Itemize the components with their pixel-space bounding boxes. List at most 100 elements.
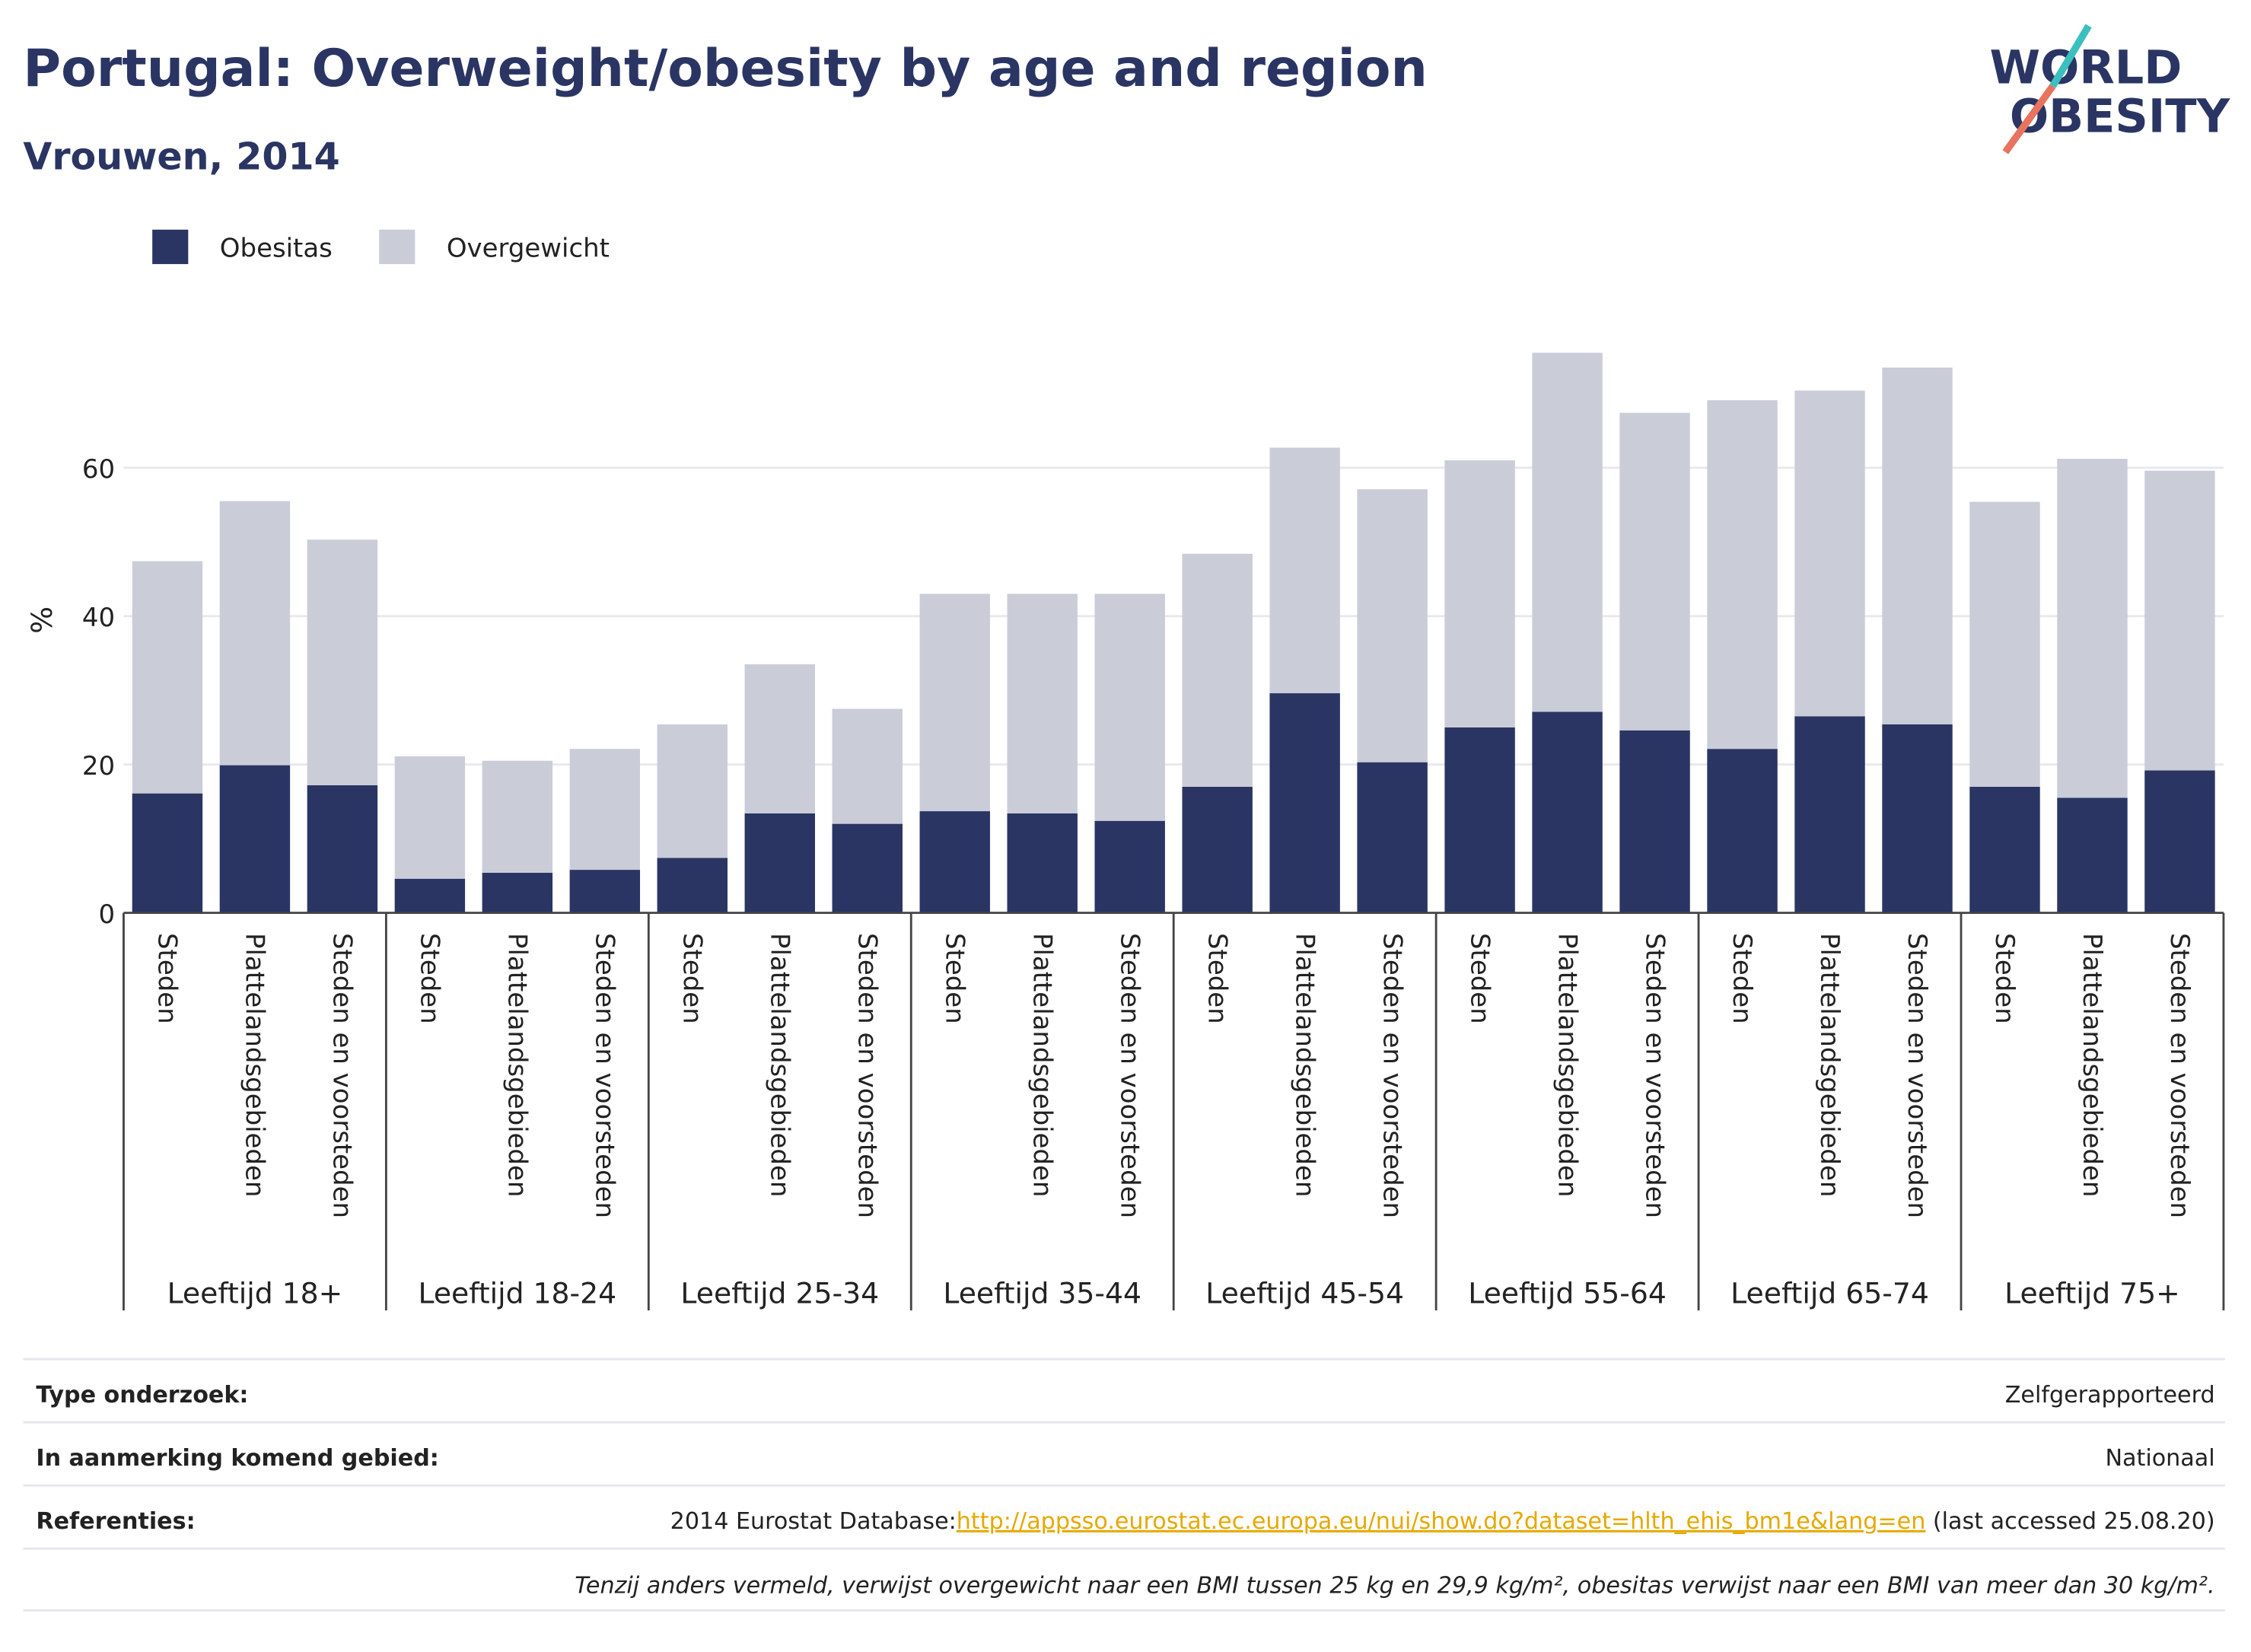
bar-segment — [1707, 749, 1778, 913]
legend-label: Overgewicht — [447, 234, 610, 264]
x-tick-label: Plattelandsgebieden — [1027, 933, 1057, 1197]
x-tick-label: Steden en voorsteden — [590, 933, 620, 1218]
bar-segment — [569, 870, 641, 913]
bar-segment — [1094, 820, 1165, 913]
bar-segment — [482, 760, 553, 873]
x-tick-label: Plattelandsgebieden — [240, 933, 270, 1197]
bar-segment — [919, 811, 990, 913]
group-label: Leeftijd 45-54 — [1205, 1277, 1404, 1310]
group-label: Leeftijd 35-44 — [943, 1277, 1141, 1310]
bar-segment — [1619, 730, 1690, 913]
bar-segment — [1532, 352, 1603, 712]
bar-segment — [482, 872, 553, 913]
bar-segment — [657, 724, 728, 858]
logo-text: WORLD — [1989, 41, 2182, 94]
bar-segment — [219, 765, 291, 913]
table-key: Type onderzoek: — [36, 1382, 248, 1408]
table-value-part: Zelfgerapporteerd — [2005, 1382, 2215, 1408]
group-label: Leeftijd 25-34 — [680, 1277, 879, 1310]
table-value-part: (last accessed 25.08.20) — [1925, 1508, 2214, 1535]
x-tick-label: Steden — [1464, 933, 1495, 1024]
bar-segment — [1969, 501, 2040, 787]
table-value: Nationaal — [2105, 1445, 2214, 1472]
logo-slash — [2049, 24, 2092, 88]
bar-segment — [1969, 786, 2040, 913]
link[interactable]: http://appsso.eurostat.ec.europa.eu/nui/… — [957, 1508, 1926, 1535]
bar-segment — [744, 664, 815, 813]
bar-segment — [1882, 368, 1953, 724]
bar-segment — [394, 756, 466, 879]
x-tick-label: Steden — [939, 933, 969, 1024]
table-value: Zelfgerapporteerd — [2005, 1382, 2215, 1408]
y-tick-label: 20 — [82, 751, 115, 781]
x-tick-label: Steden en voorsteden — [852, 933, 882, 1218]
legend-swatch — [379, 229, 415, 265]
bar-segment — [657, 858, 728, 913]
x-tick-label: Plattelandsgebieden — [1552, 933, 1582, 1197]
x-tick-label: Plattelandsgebieden — [2077, 933, 2107, 1197]
x-tick-label: Steden — [1989, 933, 2020, 1024]
legend-label: Obesitas — [220, 234, 333, 264]
logo-slash — [2002, 84, 2056, 154]
bar-segment — [1007, 594, 1078, 813]
bar-segment — [1182, 553, 1253, 787]
x-tick-label: Steden en voorsteden — [327, 933, 358, 1218]
x-tick-label: Steden en voorsteden — [1377, 933, 1407, 1218]
bar-segment — [744, 813, 815, 913]
bar-segment — [919, 594, 990, 812]
x-tick-label: Steden — [415, 933, 445, 1024]
x-tick-label: Steden en voorsteden — [1902, 933, 1932, 1218]
bar-segment — [1707, 399, 1778, 750]
y-tick-label: 60 — [82, 454, 115, 485]
bar-segment — [1619, 412, 1690, 731]
x-tick-label: Plattelandsgebieden — [1289, 933, 1320, 1197]
bar-segment — [132, 793, 203, 913]
bar-segment — [2144, 470, 2215, 771]
x-tick-label: Plattelandsgebieden — [764, 933, 794, 1197]
x-tick-label: Steden — [677, 933, 707, 1024]
bar-segment — [1444, 727, 1515, 913]
bar-segment — [132, 561, 203, 794]
group-label: Leeftijd 18+ — [167, 1277, 343, 1310]
group-label: Leeftijd 55-64 — [1468, 1277, 1667, 1310]
bar-segment — [1094, 594, 1165, 821]
x-tick-label: Plattelandsgebieden — [502, 933, 533, 1197]
x-tick-label: Steden en voorsteden — [1114, 933, 1145, 1218]
chart-title: Portugal: Overweight/obesity by age and … — [23, 39, 1427, 99]
bar-segment — [307, 785, 378, 913]
group-label: Leeftijd 18-24 — [419, 1277, 617, 1310]
bar-segment — [832, 708, 903, 824]
footnote: Tenzij anders vermeld, verwijst overgewi… — [575, 1573, 2214, 1599]
bar-segment — [2057, 797, 2128, 913]
bar-segment — [1357, 762, 1428, 913]
bar-segment — [1882, 724, 1953, 913]
y-axis-label: % — [25, 606, 59, 634]
bar-segment — [394, 878, 466, 913]
bar-segment — [832, 823, 903, 913]
x-tick-label: Steden en voorsteden — [2164, 933, 2195, 1218]
x-tick-label: Plattelandsgebieden — [1814, 933, 1845, 1197]
x-tick-label: Steden en voorsteden — [1639, 933, 1670, 1218]
bar-segment — [569, 749, 641, 871]
bar-segment — [1794, 390, 1865, 717]
bar-segment — [2057, 458, 2128, 798]
bar-segment — [1182, 786, 1253, 913]
bar-segment — [1269, 447, 1340, 694]
bar-segment — [1007, 813, 1078, 913]
group-label: Leeftijd 65-74 — [1730, 1277, 1929, 1310]
table-value: 2014 Eurostat Database:http://appsso.eur… — [670, 1508, 2215, 1535]
bar-segment — [1444, 460, 1515, 727]
chart-subtitle: Vrouwen, 2014 — [23, 135, 339, 179]
group-label: Leeftijd 75+ — [2004, 1277, 2180, 1310]
bar-segment — [307, 540, 378, 785]
x-tick-label: Steden — [1727, 933, 1757, 1024]
x-tick-label: Steden — [1202, 933, 1232, 1024]
table-value-part: Nationaal — [2105, 1445, 2214, 1472]
table-value-part: 2014 Eurostat Database: — [670, 1508, 957, 1535]
y-tick-label: 0 — [99, 899, 116, 930]
table-key: Referenties: — [36, 1508, 195, 1535]
bar-segment — [1794, 716, 1865, 913]
table-key: In aanmerking komend gebied: — [36, 1445, 439, 1472]
y-tick-label: 40 — [82, 603, 115, 633]
